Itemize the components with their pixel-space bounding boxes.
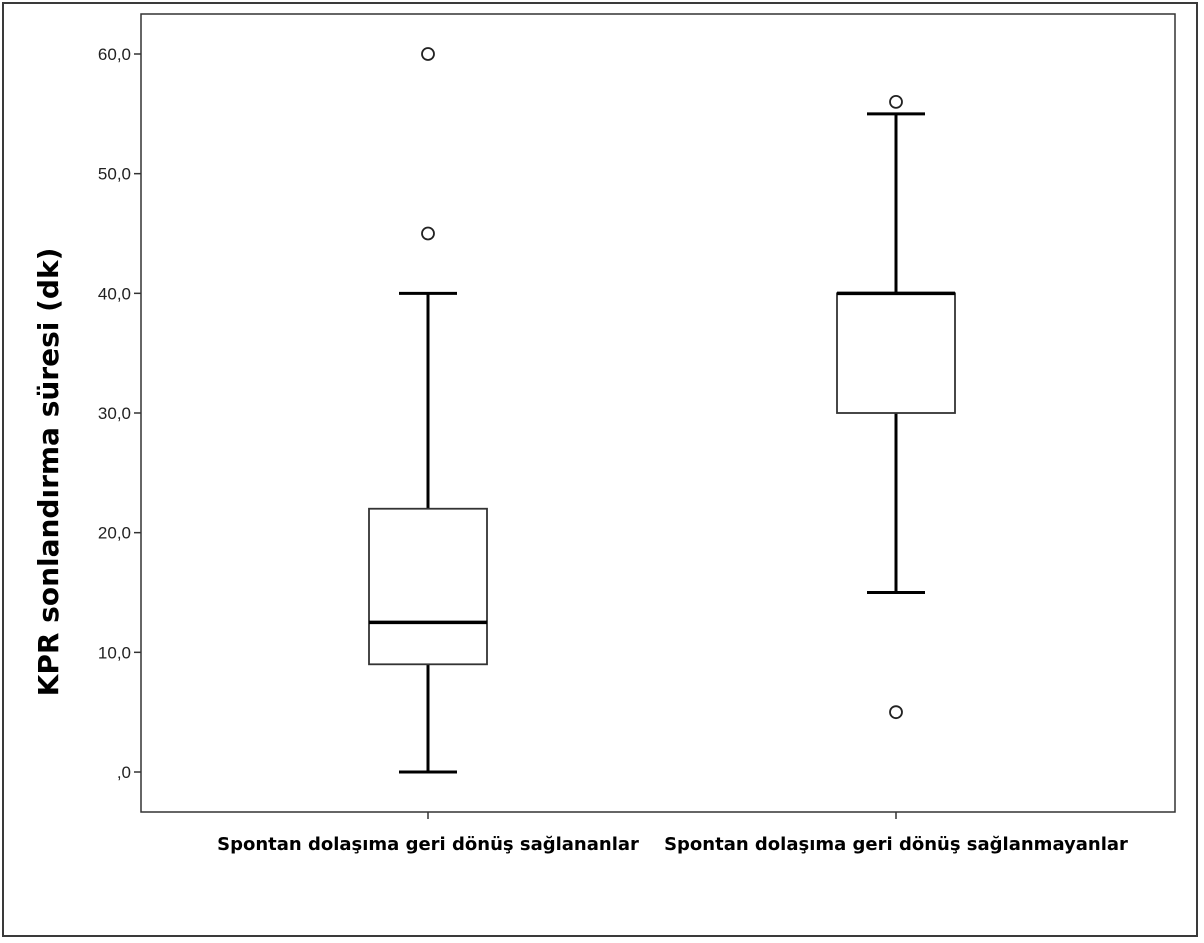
y-axis: ,0 10,0 20,0 30,0 40,0 50,0 60,0 xyxy=(98,45,141,782)
outlier-point xyxy=(889,705,903,720)
plot-border xyxy=(140,13,1176,813)
iqr-box xyxy=(368,507,488,666)
outlier-point xyxy=(889,94,903,109)
x-category-label: Spontan dolaşıma geri dönüş sağlanmayanl… xyxy=(664,834,1128,855)
plot-area xyxy=(140,13,1176,813)
y-tick-label: 50,0 xyxy=(98,165,131,184)
x-category-label: Spontan dolaşıma geri dönüş sağlananlar xyxy=(217,834,639,855)
y-tick-label: 40,0 xyxy=(98,284,131,303)
outlier-point xyxy=(421,226,435,241)
x-axis: Spontan dolaşıma geri dönüş sağlananlar S… xyxy=(217,812,1128,855)
iqr-box xyxy=(836,292,956,414)
y-tick-label: 20,0 xyxy=(98,524,131,543)
box-group xyxy=(836,94,956,720)
y-tick-label: 60,0 xyxy=(98,45,131,64)
y-tick-label: 10,0 xyxy=(98,643,131,662)
y-tick-label: 30,0 xyxy=(98,404,131,423)
box-group xyxy=(368,47,488,774)
y-axis-title: KPR sonlandırma süresi (dk) xyxy=(32,248,65,697)
y-tick-label: ,0 xyxy=(117,763,131,782)
outlier-point xyxy=(421,47,435,61)
boxes xyxy=(368,47,956,774)
